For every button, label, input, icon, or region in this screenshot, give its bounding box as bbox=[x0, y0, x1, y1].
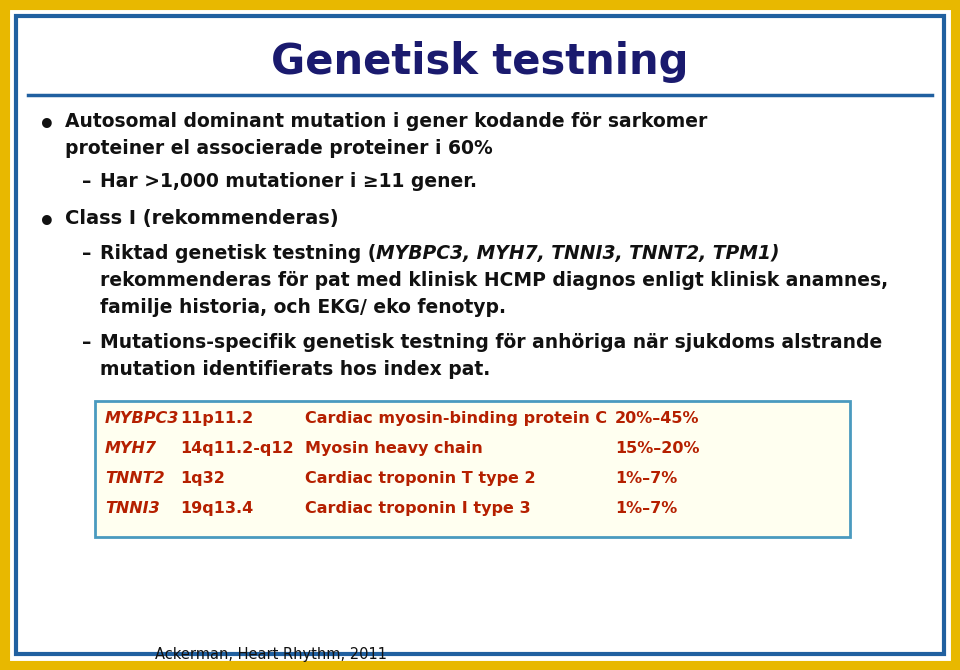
Text: Autosomal dominant mutation i gener kodande för sarkomer: Autosomal dominant mutation i gener koda… bbox=[65, 112, 708, 131]
Text: Ackerman, Heart Rhythm, 2011: Ackerman, Heart Rhythm, 2011 bbox=[155, 647, 387, 662]
Text: Cardiac troponin T type 2: Cardiac troponin T type 2 bbox=[305, 471, 536, 486]
Text: MYH7: MYH7 bbox=[105, 441, 157, 456]
Text: familje historia, och EKG/ eko fenotyp.: familje historia, och EKG/ eko fenotyp. bbox=[100, 298, 506, 317]
Text: proteiner el associerade proteiner i 60%: proteiner el associerade proteiner i 60% bbox=[65, 139, 492, 158]
Text: •: • bbox=[38, 209, 56, 237]
Text: –: – bbox=[82, 172, 91, 191]
Text: 14q11.2-q12: 14q11.2-q12 bbox=[180, 441, 294, 456]
Text: 1%–7%: 1%–7% bbox=[615, 471, 677, 486]
Text: 20%–45%: 20%–45% bbox=[615, 411, 700, 426]
Text: •: • bbox=[38, 112, 56, 140]
FancyBboxPatch shape bbox=[95, 401, 850, 537]
Text: Cardiac myosin-binding protein C: Cardiac myosin-binding protein C bbox=[305, 411, 607, 426]
Text: Riktad genetisk testning (: Riktad genetisk testning ( bbox=[100, 244, 376, 263]
Text: –: – bbox=[82, 333, 91, 352]
Text: 15%–20%: 15%–20% bbox=[615, 441, 700, 456]
Text: 1%–7%: 1%–7% bbox=[615, 501, 677, 516]
Text: TNNT2: TNNT2 bbox=[105, 471, 164, 486]
Text: Myosin heavy chain: Myosin heavy chain bbox=[305, 441, 483, 456]
Text: Cardiac troponin I type 3: Cardiac troponin I type 3 bbox=[305, 501, 531, 516]
Text: rekommenderas för pat med klinisk HCMP diagnos enligt klinisk anamnes,: rekommenderas för pat med klinisk HCMP d… bbox=[100, 271, 888, 290]
Text: Har >1,000 mutationer i ≥11 gener.: Har >1,000 mutationer i ≥11 gener. bbox=[100, 172, 477, 191]
Text: 11p11.2: 11p11.2 bbox=[180, 411, 253, 426]
Text: Class I (rekommenderas): Class I (rekommenderas) bbox=[65, 209, 339, 228]
Text: Mutations-specifik genetisk testning för anhöriga när sjukdoms alstrande: Mutations-specifik genetisk testning för… bbox=[100, 333, 882, 352]
Text: 19q13.4: 19q13.4 bbox=[180, 501, 253, 516]
FancyBboxPatch shape bbox=[4, 4, 956, 666]
Text: mutation identifierats hos index pat.: mutation identifierats hos index pat. bbox=[100, 360, 491, 379]
Text: MYBPC3: MYBPC3 bbox=[105, 411, 180, 426]
Text: 1q32: 1q32 bbox=[180, 471, 225, 486]
Text: TNNI3: TNNI3 bbox=[105, 501, 159, 516]
Text: –: – bbox=[82, 244, 91, 263]
Text: Genetisk testning: Genetisk testning bbox=[272, 41, 688, 83]
Text: MYBPC3, MYH7, TNNI3, TNNT2, TPM1): MYBPC3, MYH7, TNNI3, TNNT2, TPM1) bbox=[376, 244, 780, 263]
